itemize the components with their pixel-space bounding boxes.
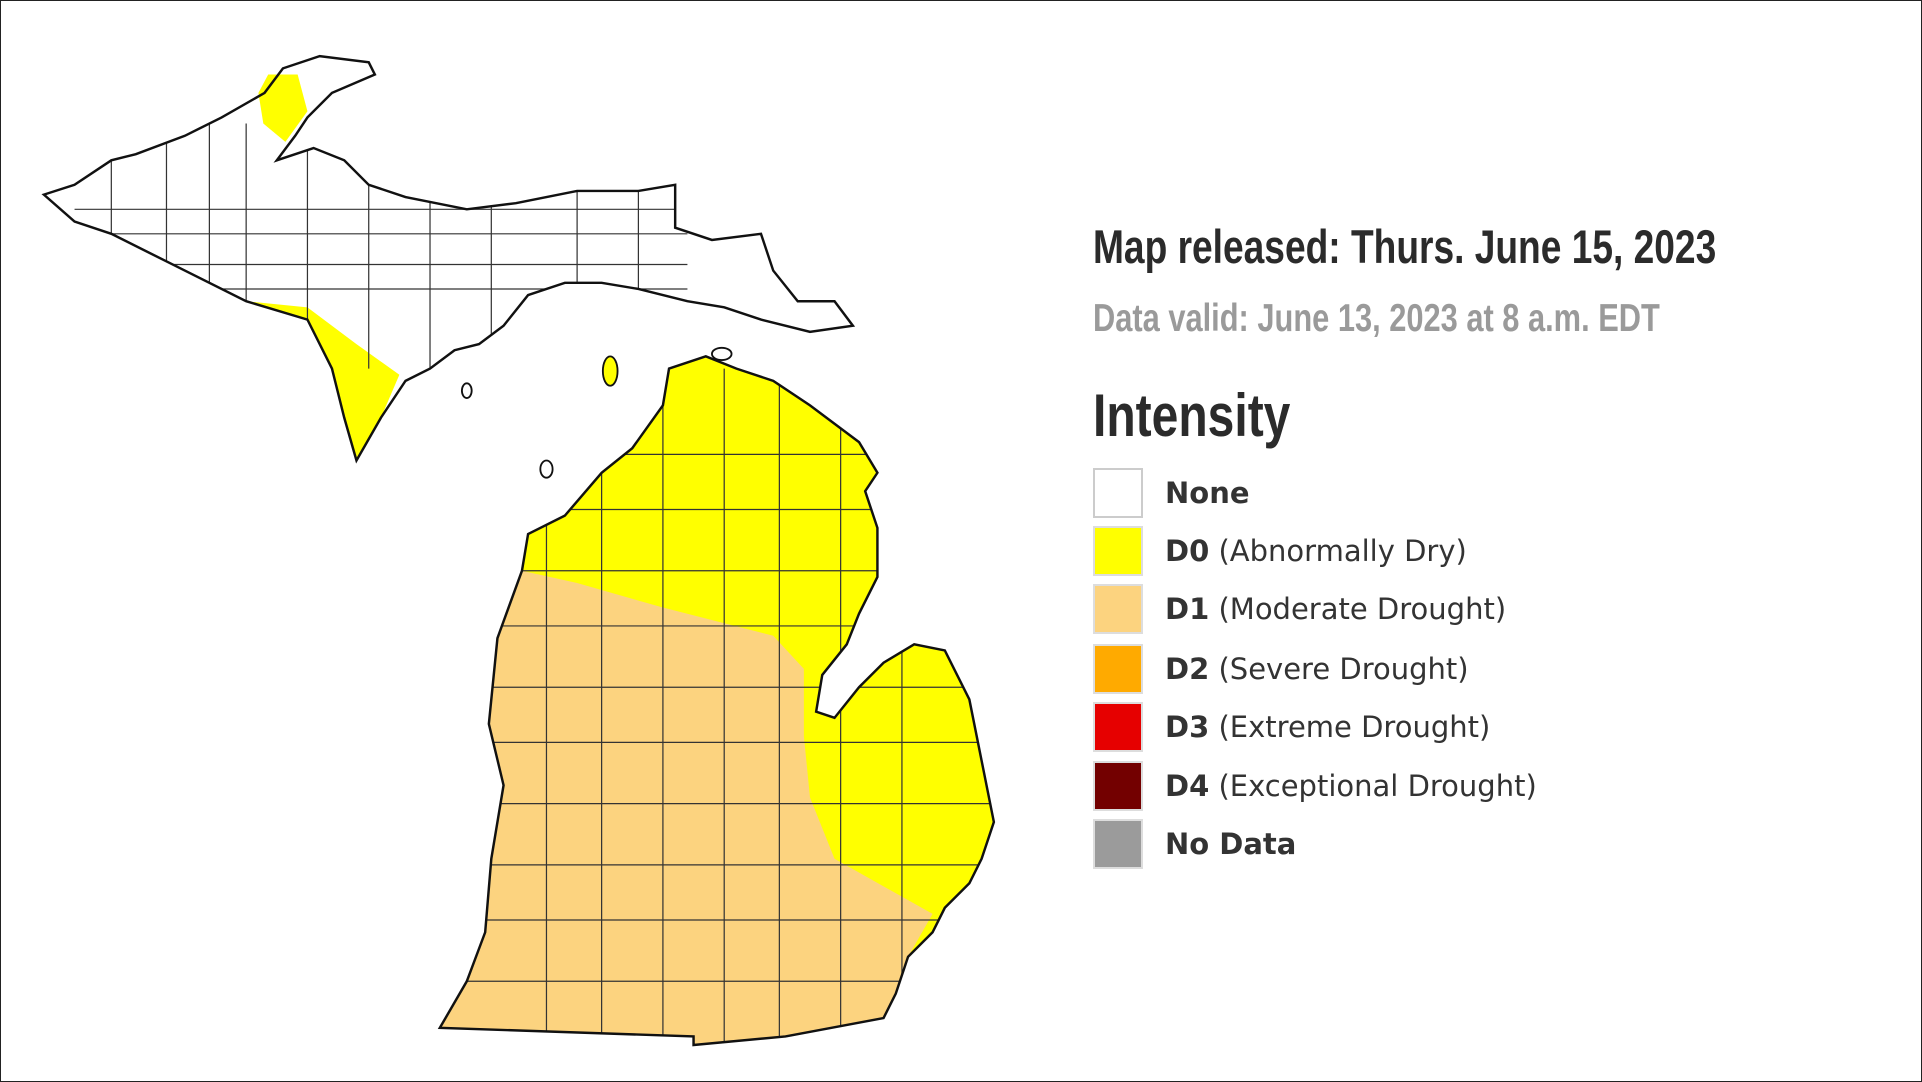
legend-item: None	[1093, 466, 1250, 520]
legend-code: D4	[1165, 769, 1210, 803]
legend-item: D0 (Abnormally Dry)	[1093, 524, 1467, 578]
legend-code: None	[1165, 476, 1250, 510]
legend-swatch	[1093, 819, 1143, 869]
legend-description: (Abnormally Dry)	[1218, 534, 1467, 568]
legend-label: D4 (Exceptional Drought)	[1165, 769, 1537, 803]
legend-title: Intensity	[1093, 382, 1291, 449]
legend-label: D0 (Abnormally Dry)	[1165, 534, 1467, 568]
legend-swatch	[1093, 644, 1143, 694]
legend-swatch	[1093, 702, 1143, 752]
data-valid-date: Data valid: June 13, 2023 at 8 a.m. EDT	[1093, 297, 1660, 340]
legend-swatch	[1093, 526, 1143, 576]
legend-label: D2 (Severe Drought)	[1165, 652, 1469, 686]
legend-description: (Moderate Drought)	[1218, 592, 1507, 626]
legend-description: (Exceptional Drought)	[1218, 769, 1537, 803]
legend-description: (Severe Drought)	[1218, 652, 1469, 686]
up-d0-southwest	[246, 301, 400, 461]
legend-code: D3	[1165, 710, 1210, 744]
legend-item: D2 (Severe Drought)	[1093, 642, 1469, 696]
islands	[460, 346, 733, 479]
legend-label: D1 (Moderate Drought)	[1165, 592, 1506, 626]
legend-label: None	[1165, 476, 1250, 510]
legend-item: D3 (Extreme Drought)	[1093, 700, 1490, 754]
lower-peninsula	[437, 355, 996, 1047]
legend-swatch	[1093, 584, 1143, 634]
legend-code: No Data	[1165, 827, 1297, 861]
legend-swatch	[1093, 468, 1143, 518]
map-released-date: Map released: Thurs. June 15, 2023	[1093, 220, 1717, 273]
legend-item: No Data	[1093, 817, 1296, 871]
lp-d1-region	[439, 570, 933, 1046]
legend-description: (Extreme Drought)	[1218, 710, 1491, 744]
legend-item: D4 (Exceptional Drought)	[1093, 759, 1537, 813]
legend-swatch	[1093, 761, 1143, 811]
legend-code: D0	[1165, 534, 1210, 568]
up-d0-keweenaw	[258, 74, 308, 142]
legend-code: D2	[1165, 652, 1210, 686]
legend-label: D3 (Extreme Drought)	[1165, 710, 1490, 744]
legend-label: No Data	[1165, 827, 1296, 861]
legend-item: D1 (Moderate Drought)	[1093, 582, 1506, 636]
legend-code: D1	[1165, 592, 1210, 626]
